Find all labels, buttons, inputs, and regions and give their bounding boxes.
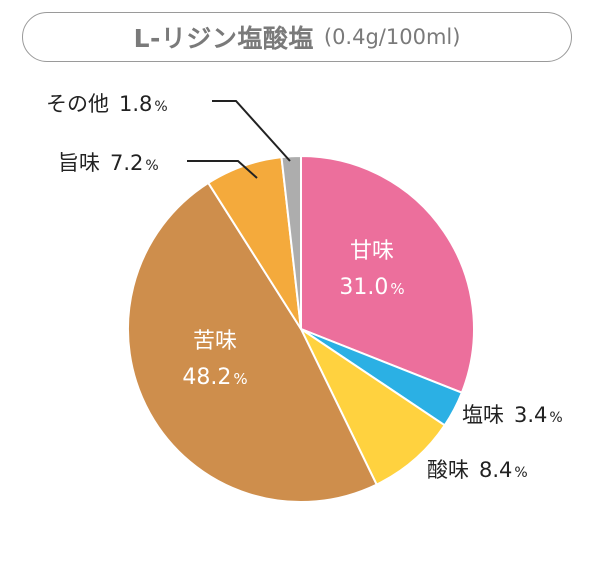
slice-value-3: 48.2%: [182, 365, 247, 390]
pie-slice-5: [280, 155, 302, 330]
pie-slice-0: [300, 155, 475, 394]
pie-slices: [126, 155, 475, 504]
chart-subtitle: (0.4g/100ml): [323, 25, 461, 49]
pie-slice-3: [126, 181, 378, 504]
slice-label-0: 甘味: [350, 239, 394, 264]
slice-label-5: その他 1.8%: [46, 92, 168, 116]
slice-label-1: 塩味 3.4%: [462, 403, 563, 427]
pie-slice-2: [300, 328, 446, 486]
pie-labels: 甘味 31.0 % 塩味 3.4 % 酸味 8.4 % 苦味 48.2 % 旨味 7.2 % その他 1.8%: [46, 92, 563, 482]
slice-value-0: 31.0%: [339, 275, 404, 300]
slice-label-2: 酸味 8.4%: [427, 458, 528, 482]
leader-line-5: [212, 100, 291, 162]
chart-title: L-リジン塩酸塩: [133, 24, 314, 53]
chart-title-box: L-リジン塩酸塩 (0.4g/100ml): [22, 12, 572, 62]
slice-label-3: 苦味: [193, 329, 237, 354]
leader-line-4: [187, 160, 258, 179]
slice-label-4: 旨味 7.2%: [58, 151, 159, 175]
